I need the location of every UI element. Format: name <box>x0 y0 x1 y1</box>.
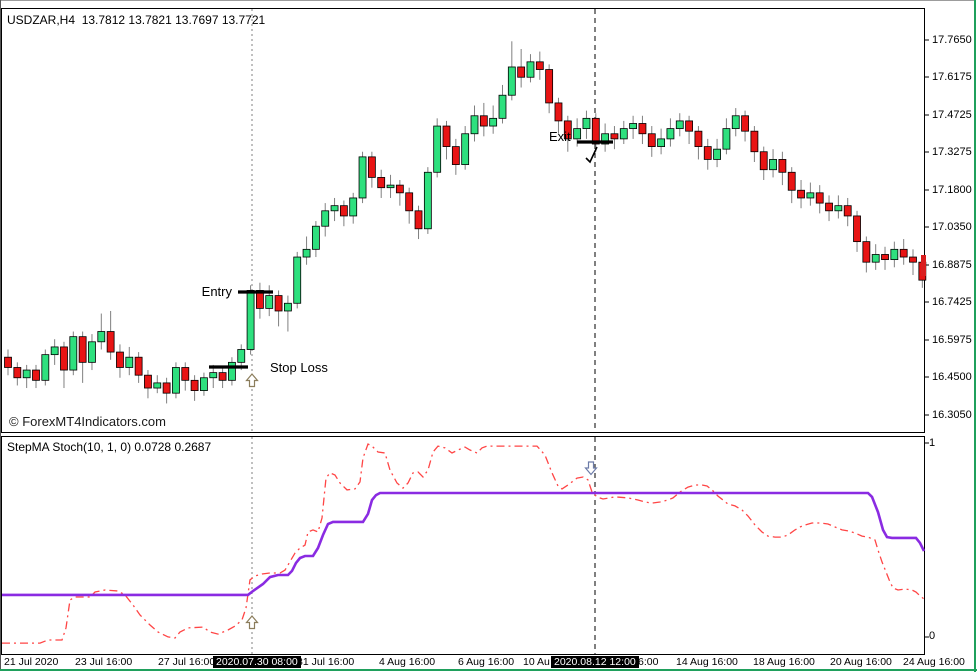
watermark: © ForexMT4Indicators.com <box>9 414 166 429</box>
entry-label[interactable]: Entry <box>201 284 232 299</box>
time-axis-label[interactable]: 23 Jul 16:00 <box>75 656 133 668</box>
window-top-border <box>0 0 975 1</box>
time-axis-label[interactable]: 27 Jul 16:00 <box>158 656 216 668</box>
time-axis-label[interactable]: 4 Aug 16:00 <box>379 656 436 668</box>
price-axis-label: 17.7650 <box>932 34 972 46</box>
time-axis-label[interactable]: 10 Au <box>523 656 550 668</box>
time-axis-label[interactable]: 24 Aug 16:00 <box>903 656 965 668</box>
time-axis-label[interactable]: 21 Jul 2020 <box>4 656 59 668</box>
time-axis-label[interactable]: 31 Jul 16:00 <box>297 656 355 668</box>
time-axis-label[interactable]: 6:00 <box>638 656 659 668</box>
time-axis-label-highlighted[interactable]: 2020.08.12 12:00 <box>551 656 639 668</box>
quote-values: 13.7812 13.7821 13.7697 13.7721 <box>81 13 266 27</box>
price-axis-label: 16.5975 <box>932 334 972 346</box>
symbol-timeframe-label: USDZAR,H4 <box>7 13 76 27</box>
stop-loss-label[interactable]: Stop Loss <box>270 360 328 375</box>
price-chart-panel[interactable]: USDZAR,H4 13.7812 13.7821 13.7697 13.772… <box>1 8 925 433</box>
price-axis-label: 16.4500 <box>932 371 972 383</box>
price-axis-label: 17.3275 <box>932 146 972 158</box>
price-axis-label: 17.1800 <box>932 184 972 196</box>
price-axis-label: 16.3050 <box>932 409 972 421</box>
indicator-label: StepMA Stoch(10, 1, 0) 0.0728 0.2687 <box>7 440 212 454</box>
frame-accent-right <box>974 0 976 672</box>
chart-title: USDZAR,H4 13.7812 13.7821 13.7697 13.772… <box>7 13 265 27</box>
time-axis-label[interactable]: 14 Aug 16:00 <box>676 656 738 668</box>
time-axis-label[interactable]: 20 Aug 16:00 <box>830 656 892 668</box>
price-axis-label: 17.6175 <box>932 71 972 83</box>
price-axis-label: 17.4725 <box>932 109 972 121</box>
price-axis-label: 16.8875 <box>932 259 972 271</box>
price-axis-label: 17.0350 <box>932 221 972 233</box>
indicator-axis-min: 0 <box>929 630 936 642</box>
time-axis-label[interactable]: 6 Aug 16:00 <box>458 656 515 668</box>
frame-accent-bottom <box>0 669 977 671</box>
exit-label[interactable]: Exit <box>549 129 571 144</box>
time-axis-label[interactable]: 18 Aug 16:00 <box>753 656 815 668</box>
indicator-panel[interactable]: StepMA Stoch(10, 1, 0) 0.0728 0.2687 <box>1 436 925 655</box>
price-axis-label: 16.7425 <box>932 296 972 308</box>
time-axis-label-highlighted[interactable]: 2020.07.30 08:00 <box>213 656 301 668</box>
indicator-axis-max: 1 <box>929 437 936 449</box>
window-left-border <box>0 0 1 669</box>
